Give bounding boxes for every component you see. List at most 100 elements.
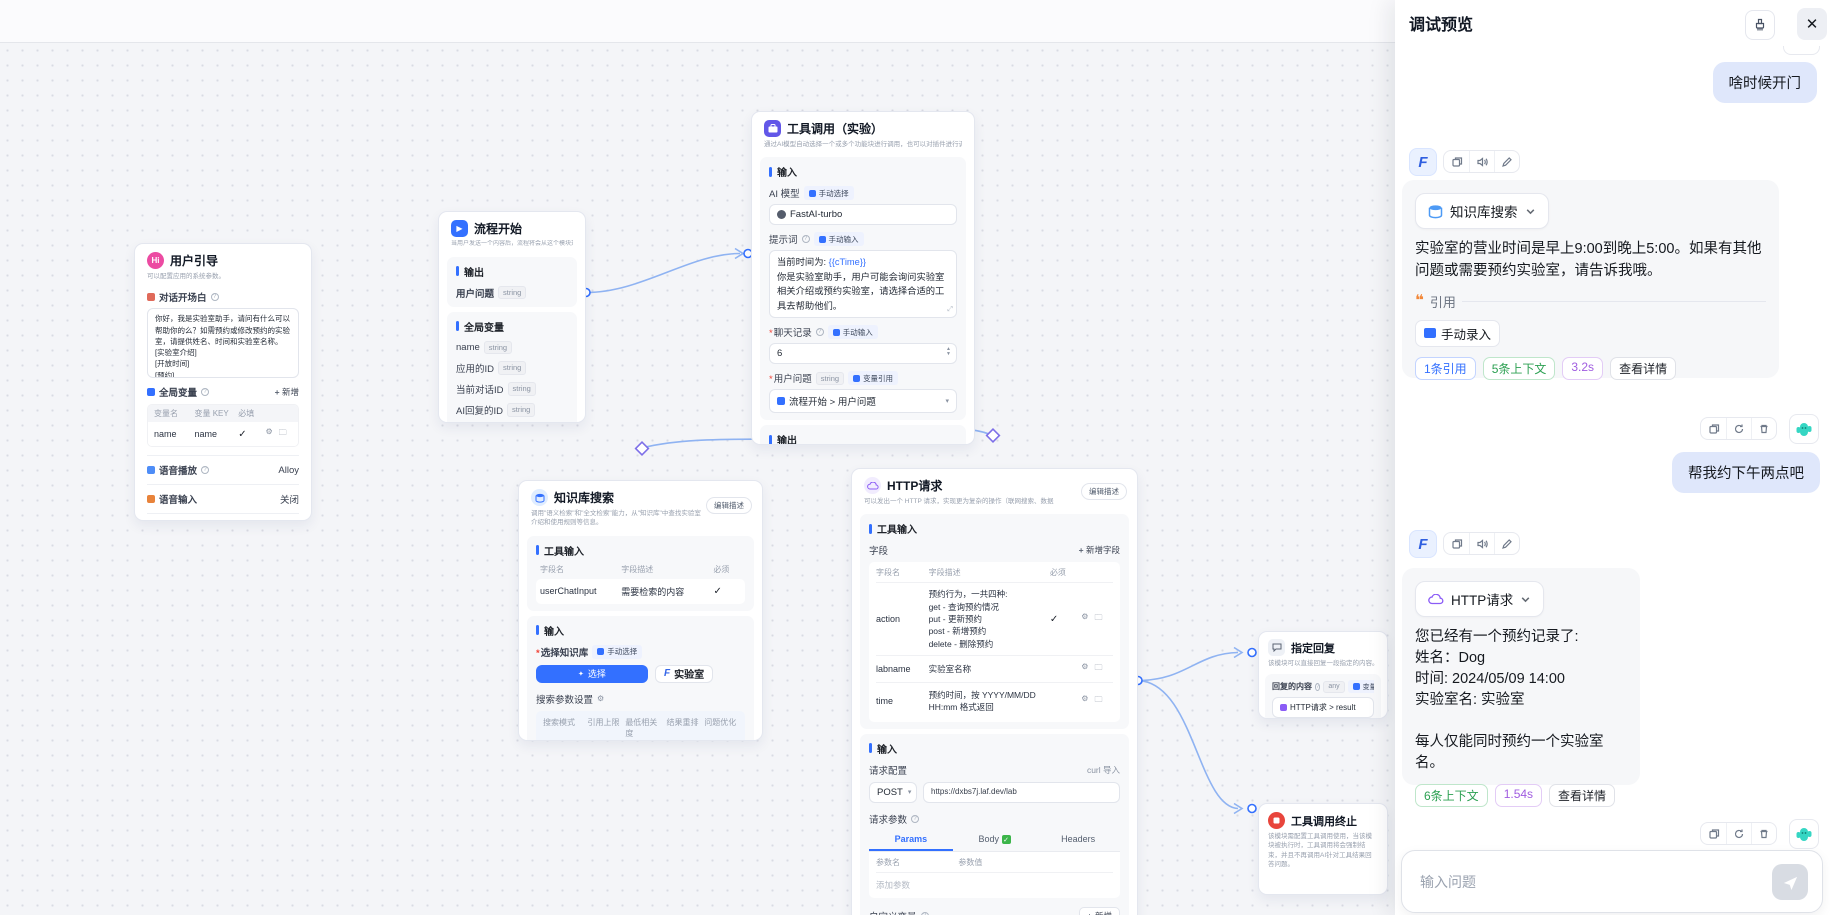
- node-title: 工具调用终止: [1291, 815, 1357, 828]
- copy-icon[interactable]: [1701, 418, 1726, 439]
- speaker-icon[interactable]: [1469, 151, 1494, 172]
- trash-icon[interactable]: 🗀: [1094, 613, 1103, 623]
- close-icon[interactable]: ✕: [1797, 8, 1827, 40]
- port-kbsearch-tool-in[interactable]: [634, 441, 650, 456]
- brush-icon: [1755, 18, 1765, 31]
- user-avatar: [1789, 414, 1819, 444]
- chat-input[interactable]: [1420, 851, 1740, 912]
- edit-icon[interactable]: ⚙: [265, 427, 273, 437]
- type-tag: string: [815, 371, 845, 386]
- copy-icon[interactable]: [1444, 151, 1469, 172]
- retry-icon[interactable]: [1726, 823, 1751, 844]
- trash-icon[interactable]: [1751, 418, 1776, 439]
- edit-icon[interactable]: ⚙: [1081, 694, 1089, 704]
- check-icon: ✓: [1049, 613, 1059, 625]
- edit-description-button[interactable]: 编辑描述: [706, 497, 752, 514]
- field-name: userChatInput: [540, 586, 597, 597]
- node-tool-call[interactable]: 工具调用（实验） 通过AI模型自动选择一个或多个功能块进行调用，也可以对插件进行…: [751, 111, 975, 445]
- add-field-button[interactable]: + 新增字段: [1078, 545, 1120, 556]
- tab-headers[interactable]: Headers: [1061, 833, 1096, 844]
- edit-icon[interactable]: [1494, 533, 1519, 554]
- assistant-toolbar: [1443, 150, 1520, 173]
- node-http-request[interactable]: HTTP请求 可以发出一个 HTTP 请求，实现更为复杂的操作（联网搜索、数据库…: [851, 468, 1138, 915]
- field-name: labname: [876, 663, 911, 674]
- view-details-button[interactable]: 查看详情: [1549, 784, 1616, 808]
- speaker-icon[interactable]: [1469, 533, 1494, 554]
- view-details-button[interactable]: 查看详情: [1610, 356, 1677, 380]
- duration-badge[interactable]: 1.54s: [1494, 784, 1543, 808]
- edit-description-button[interactable]: 编辑描述: [1081, 483, 1127, 500]
- port-http-tool-in[interactable]: [985, 428, 1001, 443]
- kb-search-icon: [531, 489, 548, 506]
- context-count-badge[interactable]: 6条上下文: [1415, 784, 1488, 808]
- trash-icon[interactable]: 🗀: [1094, 662, 1103, 672]
- copy-icon[interactable]: [1444, 533, 1469, 554]
- tab-params[interactable]: Params: [869, 831, 953, 851]
- trash-icon[interactable]: [1751, 823, 1776, 844]
- opening-textarea[interactable]: 你好，我是实验室助手，请问有什么可以帮助你的么？如需预约或修改预约的实验室，请提…: [147, 308, 299, 379]
- tool-run-pill[interactable]: 知识库搜索: [1415, 193, 1549, 229]
- panel-title: 调试预览: [1409, 17, 1474, 34]
- add-param-placeholder[interactable]: 添加参数: [876, 879, 911, 890]
- reply-content-select[interactable]: HTTP请求 > result: [1272, 697, 1374, 718]
- add-custom-var-button[interactable]: +新增: [1079, 906, 1120, 915]
- prompt-textarea[interactable]: 当前时间为: {{cTime}} 你是实验室助手，用户可能会询问实验室相关介绍或…: [769, 250, 957, 319]
- clear-history-button[interactable]: [1745, 10, 1775, 40]
- send-button[interactable]: [1772, 864, 1808, 900]
- node-subtitle: 可以发出一个 HTTP 请求，实现更为复杂的操作（联网搜索、数据库查询等）: [864, 498, 1054, 505]
- port-reply-in[interactable]: [1247, 647, 1257, 658]
- port-toolstop-in[interactable]: [1247, 803, 1257, 814]
- field-desc: 预约行为，一共四种: get - 查询预约情况 put - 更新预约 post …: [928, 589, 1008, 649]
- tool-run-pill[interactable]: HTTP请求: [1415, 581, 1545, 617]
- global-var: name: [456, 341, 480, 353]
- variable-name: name: [154, 429, 177, 440]
- node-kb-search[interactable]: 知识库搜索 调用"语义检索"和"全文检索"能力，从"知识库"中查找实验室介绍和使…: [518, 480, 763, 741]
- url-input[interactable]: https://dxbs7j.laf.dev/lab: [923, 781, 1120, 803]
- col-header: 字段描述: [928, 568, 961, 578]
- retry-icon[interactable]: [1726, 418, 1751, 439]
- method-select[interactable]: POST ▾: [869, 781, 917, 803]
- copy-icon[interactable]: [1701, 823, 1726, 844]
- tts-value[interactable]: Alloy: [278, 464, 299, 476]
- node-subtitle: 该模块可以直接回复一段指定的内容。常用于引导、: [1268, 660, 1378, 667]
- brackets-icon: [853, 374, 861, 382]
- variable-ref-badge: 变量引用: [848, 371, 899, 386]
- tts-icon: [147, 466, 155, 475]
- duration-badge[interactable]: 3.2s: [1562, 356, 1604, 380]
- col-header: 结果重排: [666, 717, 699, 727]
- node-flow-start[interactable]: ▶ 流程开始 当用户发送一个内容后，流程将会从这个模块开始执行。 输出 用户问题…: [438, 211, 586, 423]
- trash-icon[interactable]: 🗀: [278, 428, 287, 438]
- info-icon: [201, 466, 210, 475]
- edit-icon[interactable]: [1494, 151, 1519, 172]
- dataset-chip[interactable]: F 实验室: [655, 664, 714, 683]
- edit-icon[interactable]: ⚙: [1081, 661, 1089, 671]
- node-subtitle: 调用"语义检索"和"全文检索"能力，从"知识库"中查找实验室介绍和使用规则等信息…: [531, 510, 701, 527]
- add-variable-button[interactable]: + 新增: [274, 387, 299, 398]
- stepper-arrows[interactable]: ▲ ▼: [946, 346, 951, 358]
- variable-row: name name ✓ ⚙ 🗀: [148, 422, 298, 447]
- assistant-text: 您已经有一个预约记录了: 姓名：Dog 时间: 2024/05/09 14:00…: [1415, 629, 1604, 772]
- field-desc: 预约时间，按 YYYY/MM/DD HH:mm 格式返回: [928, 689, 1036, 713]
- citation-count-badge[interactable]: 1条引用: [1415, 356, 1476, 380]
- ai-model-select[interactable]: FastAI-turbo: [769, 204, 957, 226]
- gear-icon[interactable]: ⚙: [597, 694, 605, 704]
- trash-icon[interactable]: 🗀: [1094, 695, 1103, 705]
- chevron-down-icon: ▾: [907, 789, 912, 797]
- citation-source[interactable]: 手动录入: [1415, 319, 1501, 347]
- voice-input-value[interactable]: 关闭: [279, 495, 299, 507]
- chat-history-stepper[interactable]: 6 ▲ ▼: [769, 343, 957, 365]
- user-question-select[interactable]: 流程开始 > 用户问题 ▾: [769, 389, 957, 414]
- tab-body[interactable]: Body: [953, 831, 1037, 851]
- arrow-reply: [1233, 646, 1244, 659]
- user-guide-icon: Hi: [147, 252, 164, 269]
- expand-icon[interactable]: ⤢: [947, 305, 953, 313]
- context-count-badge[interactable]: 5条上下文: [1482, 356, 1556, 380]
- select-kb-button[interactable]: ✦ 选择: [536, 664, 648, 683]
- node-assigned-reply[interactable]: 指定回复 该模块可以直接回复一段指定的内容。常用于引导、 回复的内容 any 变…: [1258, 631, 1388, 719]
- edit-icon[interactable]: ⚙: [1081, 612, 1089, 622]
- brackets-icon: [1352, 683, 1360, 691]
- node-user-guide[interactable]: Hi 用户引导 可以配置应用的系统参数。 对话开场白 你好，我是实验室助手，请问…: [134, 243, 312, 521]
- curl-import-button[interactable]: curl 导入: [1086, 764, 1120, 775]
- node-tool-stop[interactable]: 工具调用终止 该模块需配置工具调用使用，当该模块被执行时，工具调用将会强制结束，…: [1258, 803, 1388, 895]
- col-header: 字段名: [876, 568, 900, 578]
